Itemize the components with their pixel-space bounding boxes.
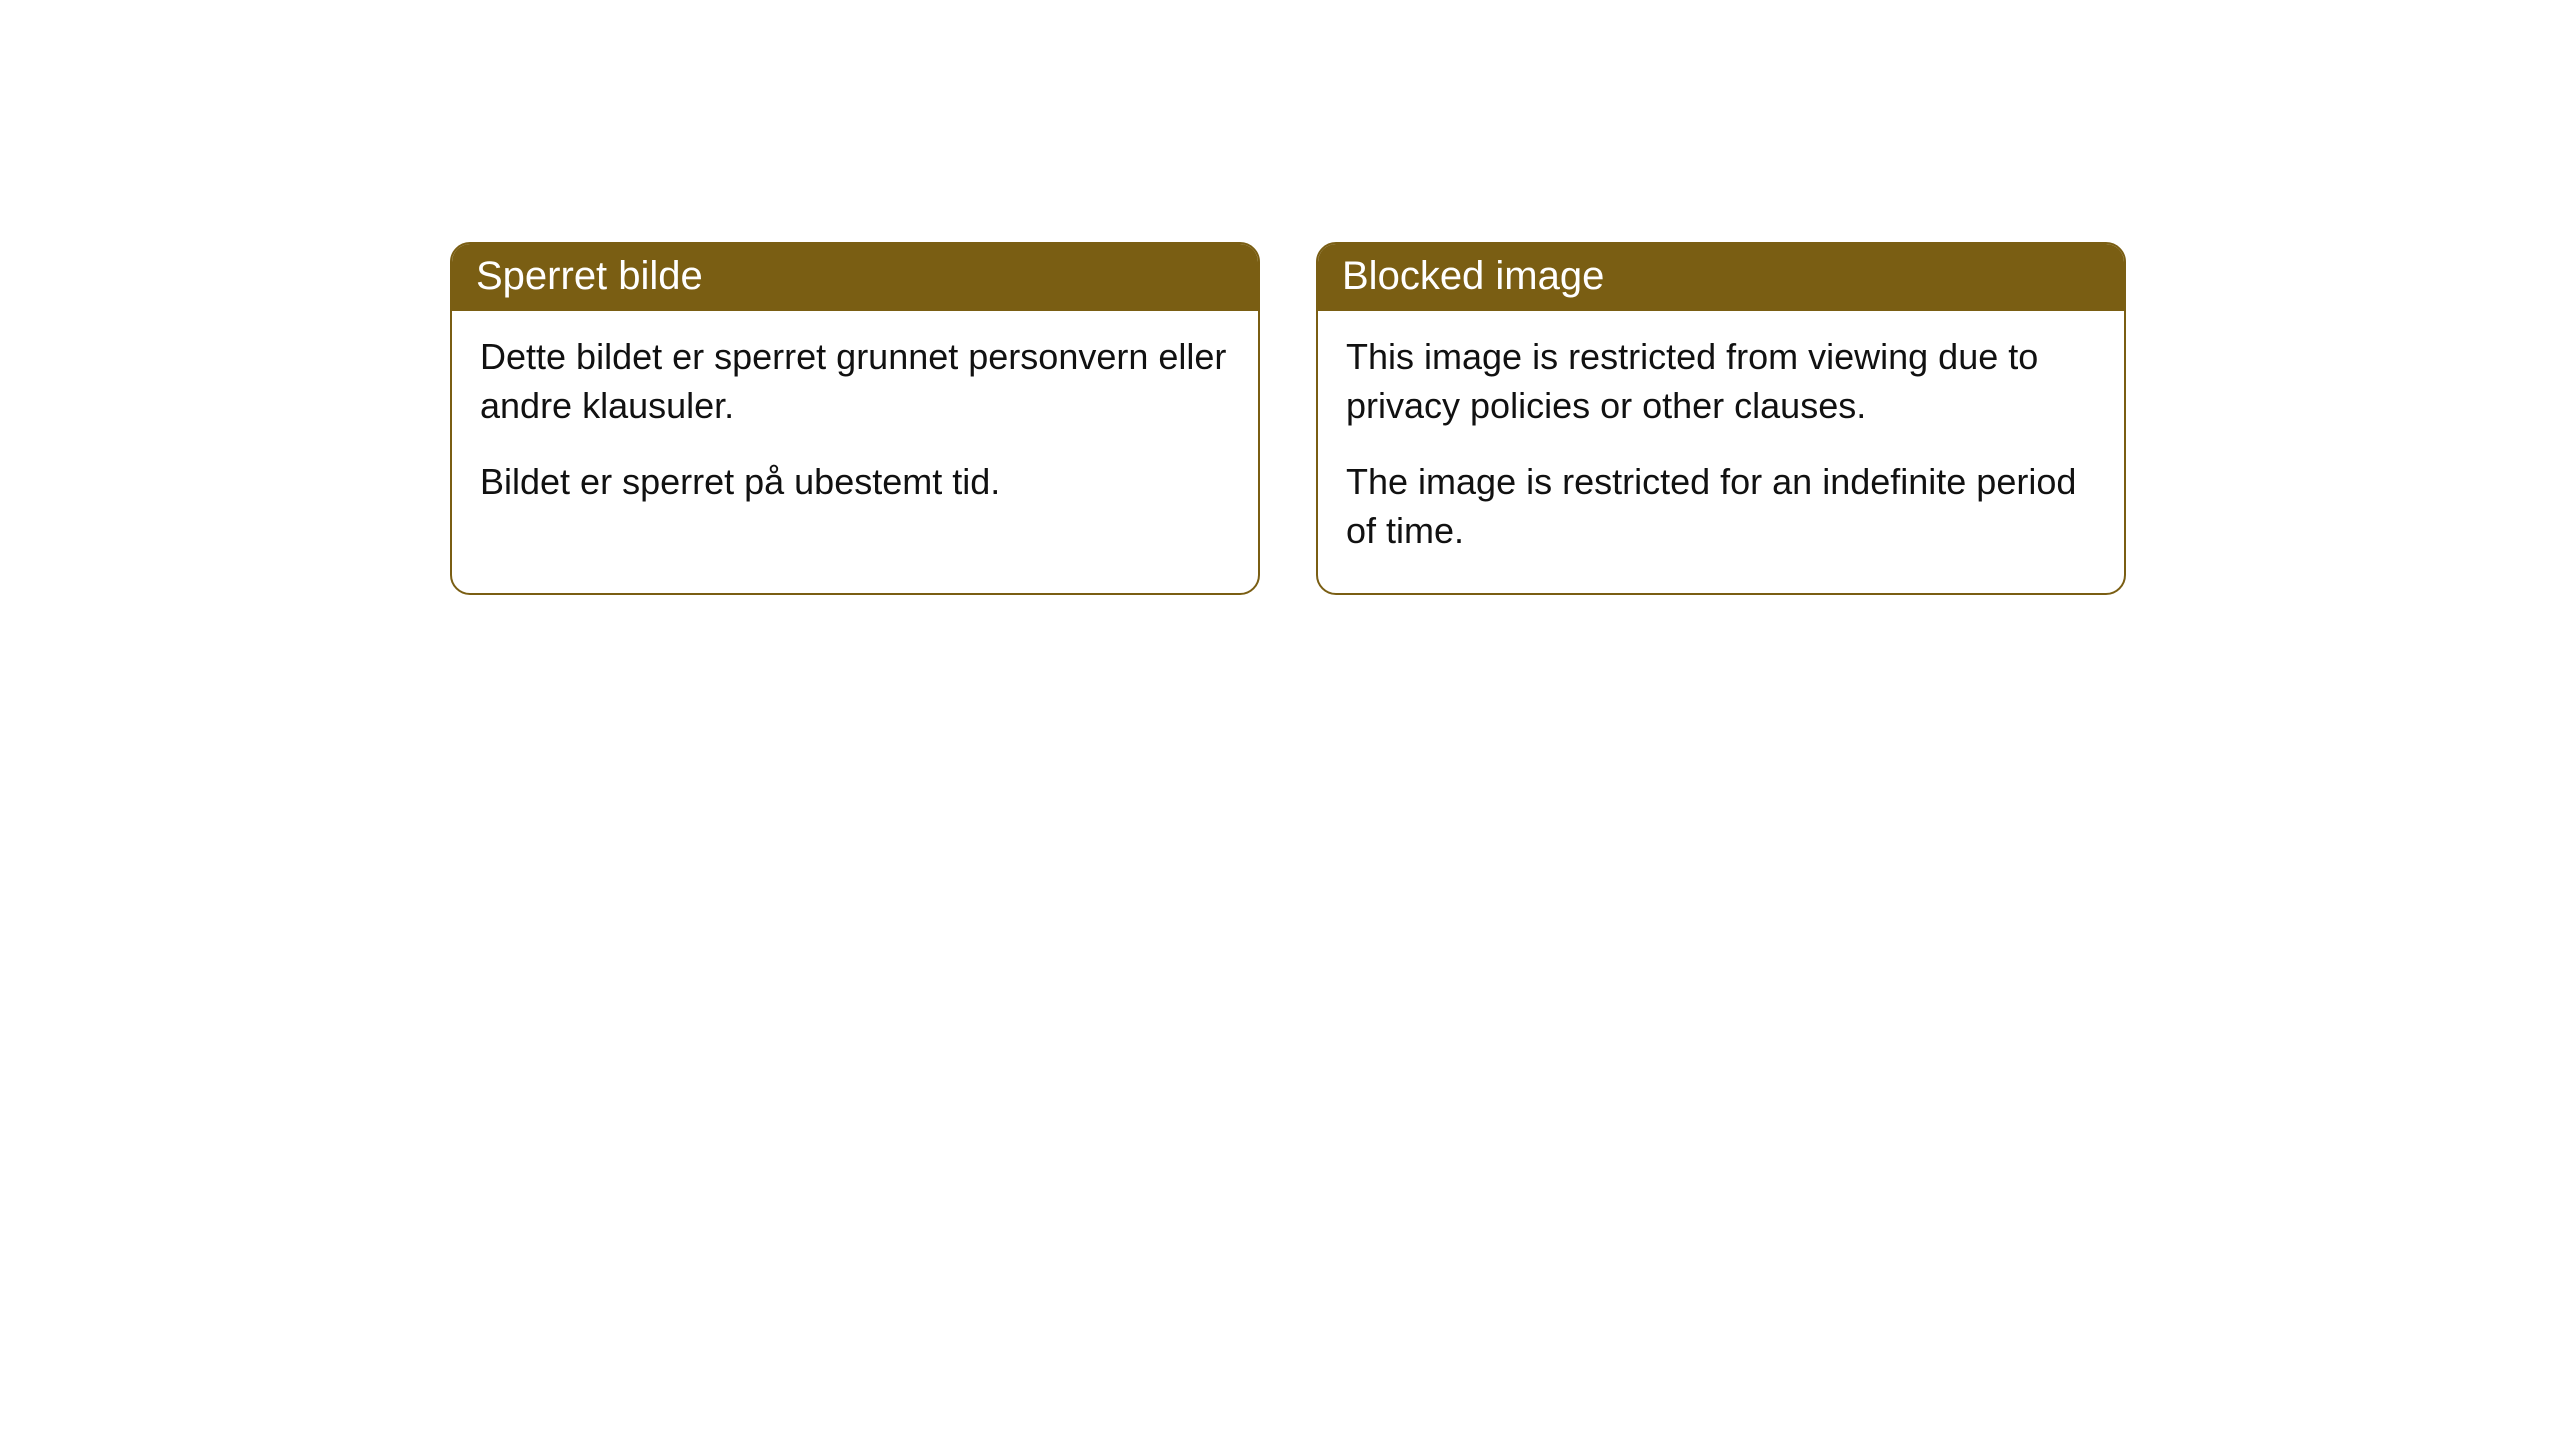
card-paragraph: Bildet er sperret på ubestemt tid. xyxy=(480,458,1230,507)
card-body-english: This image is restricted from viewing du… xyxy=(1318,311,2124,593)
card-header-norwegian: Sperret bilde xyxy=(452,244,1258,311)
card-paragraph: Dette bildet er sperret grunnet personve… xyxy=(480,333,1230,430)
card-header-english: Blocked image xyxy=(1318,244,2124,311)
card-paragraph: The image is restricted for an indefinit… xyxy=(1346,458,2096,555)
notice-cards-container: Sperret bilde Dette bildet er sperret gr… xyxy=(450,242,2126,595)
notice-card-english: Blocked image This image is restricted f… xyxy=(1316,242,2126,595)
notice-card-norwegian: Sperret bilde Dette bildet er sperret gr… xyxy=(450,242,1260,595)
card-paragraph: This image is restricted from viewing du… xyxy=(1346,333,2096,430)
card-body-norwegian: Dette bildet er sperret grunnet personve… xyxy=(452,311,1258,545)
